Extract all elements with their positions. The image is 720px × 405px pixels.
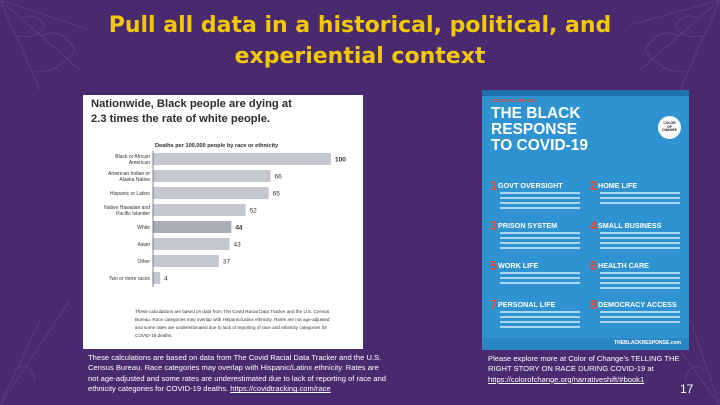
report-title-line1: THE BLACK [491,105,581,122]
logo-line2: OF [667,124,672,129]
report-footer-bar [482,338,689,350]
bar [153,221,232,233]
report-title: THE BLACK RESPONSE TO COVID-19 [491,106,641,154]
value-label: 37 [223,259,231,266]
bar [153,153,331,165]
section-number: 6 [590,258,598,273]
report-section: 6 HEALTH CARE [590,258,682,300]
caption-link[interactable]: https://covidtracking.com/race [230,384,331,394]
report-section: 1 GOVT OVERSIGHT [490,178,582,220]
section-number: 2 [590,178,598,193]
chart-footnote-line4: COVID-19 deaths. [135,333,173,338]
section-title: WORK LIFE [498,261,539,270]
section-title: GOVT OVERSIGHT [498,181,563,190]
value-label: 52 [250,208,258,215]
slide-title: Pull all data in a historical, political… [108,13,612,69]
category-label: White [137,225,150,231]
slide-number: 17 [680,382,694,396]
section-number: 5 [490,258,498,273]
section-title: DEMOCRACY ACCESS [598,300,677,309]
report-title-line3: TO COVID-19 [491,137,589,154]
report-top-bar [482,90,689,96]
report-section: 2 HOME LIFE [590,178,682,220]
note-text: Please explore more at Color of Change's… [488,354,680,374]
report-cover-image: COLOR OF CHANGE THE BLACK RESPONSE TO CO… [482,90,689,350]
section-number: 3 [490,218,498,233]
bar [153,272,161,284]
category-label: Other [137,259,150,265]
section-title: HOME LIFE [598,181,638,190]
category-label: Native Hawaiian and [104,205,150,211]
report-site: THEBLACKRESPONSE.com [614,340,681,346]
section-number: 8 [590,297,598,312]
category-label: Black or African [115,154,150,160]
chart-headline-line2: 2.3 times the rate of white people. [91,113,270,125]
value-label: 4 [164,276,168,283]
chart-footnote-line3: and some rates are underestimated due to… [135,325,327,330]
category-label: Alaska Native [119,177,150,183]
value-label: 100 [335,157,346,164]
note-link[interactable]: https://colorofchange.org/narrativeshift… [488,374,645,384]
value-label: 43 [234,242,242,249]
report-section: 4 SMALL BUSINESS [590,218,682,260]
logo-line3: CHANGE [662,128,677,133]
chart-headline-line1: Nationwide, Black people are dying at [91,98,292,110]
report-title-line2: RESPONSE [491,121,578,138]
value-label: 44 [235,225,243,232]
value-label: 65 [273,191,281,198]
section-title: PERSONAL LIFE [498,300,556,309]
color-of-change-logo: COLOR OF CHANGE [658,116,681,139]
death-rate-bar-chart: Nationwide, Black people are dying at 2.… [91,98,346,338]
section-number: 1 [490,178,498,193]
bar [153,170,271,182]
report-section: 5 WORK LIFE [490,258,582,300]
logo-line1: COLOR [663,120,676,125]
bar [153,187,269,199]
report-section: 7 PERSONAL LIFE [490,297,582,339]
category-label: Pacific Islander [116,211,150,217]
report-brand: COLOR OF CHANGE [491,98,537,103]
section-title: SMALL BUSINESS [598,221,662,230]
chart-caption: These calculations are based on data fro… [88,353,388,395]
bar [153,238,230,250]
caption-text: These calculations are based on data fro… [88,353,387,394]
category-label: American [129,160,150,166]
category-label: Two or more races [109,276,151,282]
category-label: Hispanic or Latino [110,191,150,197]
report-section: 3 PRISON SYSTEM [490,218,582,260]
bar [153,255,219,267]
chart-footnote-line1: These calculations are based on data fro… [135,309,330,314]
bar [153,204,246,216]
chart-card: Nationwide, Black people are dying at 2.… [83,95,363,349]
explore-note: Please explore more at Color of Change's… [488,354,693,385]
section-title: HEALTH CARE [598,261,649,270]
chart-footnote-line2: Bureau. Race categories may overlap with… [135,317,330,322]
section-number: 7 [490,297,498,312]
category-label: Asian [137,242,150,248]
chart-title: Deaths per 100,000 people by race or eth… [155,143,279,149]
section-number: 4 [590,218,598,233]
category-label: American Indian or [108,171,150,177]
report-section: 8 DEMOCRACY ACCESS [590,297,682,339]
value-label: 66 [274,174,282,181]
section-title: PRISON SYSTEM [498,221,558,230]
